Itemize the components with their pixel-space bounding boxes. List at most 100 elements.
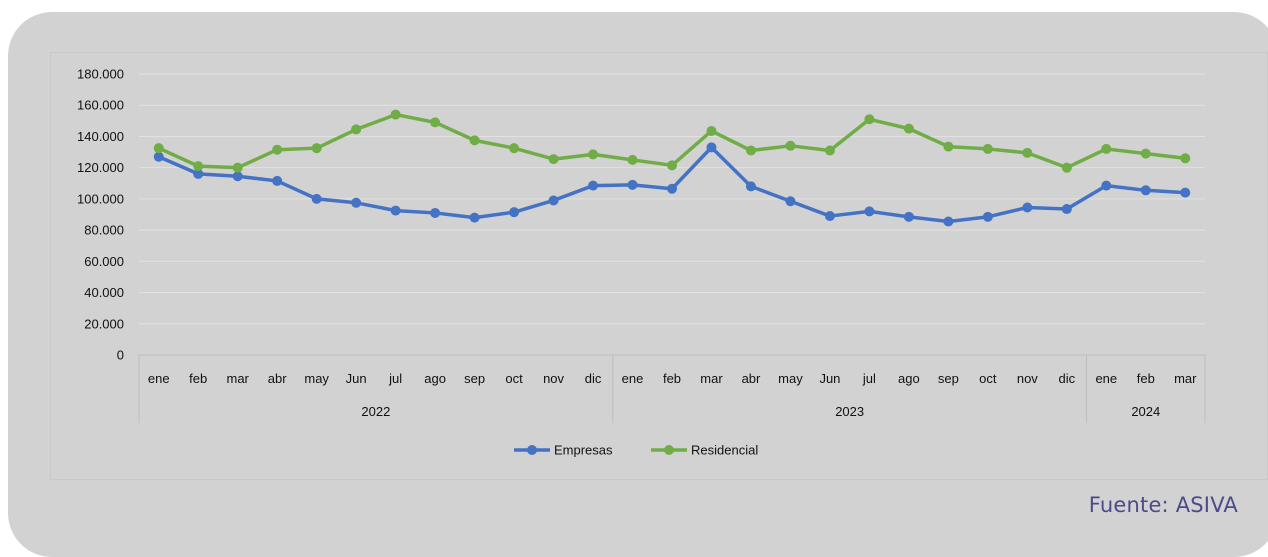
residencial-point	[785, 140, 796, 151]
x-tick-label: abr	[742, 371, 761, 386]
y-tick-label: 80.000	[84, 223, 124, 238]
residencial-point	[864, 114, 875, 125]
residencial-point	[1140, 148, 1151, 159]
y-tick-label: 60.000	[84, 254, 124, 269]
y-tick-label: 40.000	[84, 285, 124, 300]
empresas-point	[232, 171, 243, 182]
year-label: 2023	[835, 404, 864, 419]
y-tick-label: 140.000	[77, 129, 124, 144]
chart-area: 0 20.000 40.000 60.000 80.000 100.000 120.000 1…	[50, 52, 1268, 480]
residencial-legend-marker	[664, 445, 674, 455]
x-tick-label: ene	[1095, 371, 1117, 386]
residencial-point	[588, 149, 599, 160]
x-tick-label: Jun	[346, 371, 367, 386]
source-caption: Fuente: ASIVA	[1088, 493, 1238, 517]
x-tick-label: dic	[585, 371, 602, 386]
x-tick-label: jul	[862, 371, 876, 386]
empresas-point	[667, 183, 677, 194]
x-tick-label: oct	[979, 371, 997, 386]
x-tick-label: oct	[505, 371, 523, 386]
x-tick-label: Jun	[819, 371, 840, 386]
residencial-point	[745, 145, 756, 156]
empresas-point	[903, 211, 914, 222]
x-tick-label: sep	[464, 371, 485, 386]
residencial-point	[272, 144, 283, 155]
empresas-point	[390, 205, 401, 216]
residencial-point	[1101, 143, 1112, 154]
line-chart: 0 20.000 40.000 60.000 80.000 100.000 120.000 1…	[77, 67, 1206, 458]
x-tick-label: mar	[227, 371, 250, 386]
residencial-point	[627, 154, 638, 165]
empresas-point	[982, 211, 993, 222]
residencial-point	[509, 143, 520, 154]
x-tick-label: feb	[663, 371, 681, 386]
empresas-point	[706, 142, 717, 153]
residencial-point	[667, 160, 677, 171]
chart-card	[8, 12, 1268, 557]
empresas-point	[1140, 185, 1151, 196]
empresas-point	[469, 212, 480, 223]
empresas-point	[193, 168, 204, 179]
residencial-line	[156, 112, 1188, 170]
residencial-point	[390, 109, 401, 120]
residencial-point	[1061, 162, 1072, 173]
x-tick-label: dic	[1059, 371, 1076, 386]
residencial-point	[153, 143, 164, 154]
empresas-point	[1022, 202, 1033, 213]
x-tick-label: may	[304, 371, 329, 386]
residencial-legend-label: Residencial	[691, 443, 758, 458]
residencial-point	[706, 125, 717, 136]
empresas-legend-marker	[527, 445, 537, 455]
x-tick-label: nov	[543, 371, 564, 386]
empresas-point	[785, 196, 796, 207]
x-tick-label: mar	[1174, 371, 1197, 386]
empresas-point	[745, 181, 756, 192]
empresas-point	[943, 216, 954, 227]
empresas-point	[1180, 187, 1191, 198]
empresas-point	[824, 211, 835, 222]
x-tick-label: ago	[424, 371, 446, 386]
empresas-point	[153, 151, 164, 162]
residencial-point	[824, 145, 835, 156]
residencial-point	[903, 123, 914, 134]
residencial-point	[943, 141, 954, 152]
residencial-point	[232, 162, 243, 173]
empresas-point	[1061, 204, 1072, 215]
x-tick-label: jul	[388, 371, 402, 386]
empresas-point	[430, 207, 441, 218]
x-tick-label: sep	[938, 371, 959, 386]
empresas-point	[272, 175, 283, 186]
residencial-point	[1180, 153, 1191, 164]
residencial-point	[430, 117, 441, 128]
x-tick-label: feb	[189, 371, 207, 386]
residencial-point	[311, 143, 322, 154]
residencial-point	[351, 124, 362, 135]
y-tick-label: 0	[117, 348, 124, 363]
x-tick-label: nov	[1017, 371, 1038, 386]
residencial-point	[1022, 147, 1033, 158]
residencial-point	[469, 135, 480, 146]
empresas-point	[509, 207, 520, 218]
x-tick-label: may	[778, 371, 803, 386]
y-tick-label: 180.000	[77, 67, 124, 82]
y-tick-label: 20.000	[84, 316, 124, 331]
x-tick-label: ene	[622, 371, 644, 386]
x-tick-label: feb	[1137, 371, 1155, 386]
y-tick-label: 120.000	[77, 160, 124, 175]
empresas-point	[311, 193, 322, 204]
empresas-point	[1101, 180, 1112, 191]
empresas-point	[351, 197, 362, 208]
residencial-point	[982, 143, 993, 154]
empresas-point	[548, 195, 559, 206]
empresas-point	[588, 180, 599, 191]
year-label: 2024	[1131, 404, 1160, 419]
empresas-point	[864, 206, 875, 217]
x-tick-label: ago	[898, 371, 920, 386]
y-tick-label: 160.000	[77, 98, 124, 113]
x-tick-label: abr	[268, 371, 287, 386]
y-tick-label: 100.000	[77, 191, 124, 206]
x-tick-label: ene	[148, 371, 170, 386]
year-label: 2022	[361, 404, 390, 419]
empresas-point	[627, 179, 638, 190]
residencial-point	[193, 161, 204, 172]
